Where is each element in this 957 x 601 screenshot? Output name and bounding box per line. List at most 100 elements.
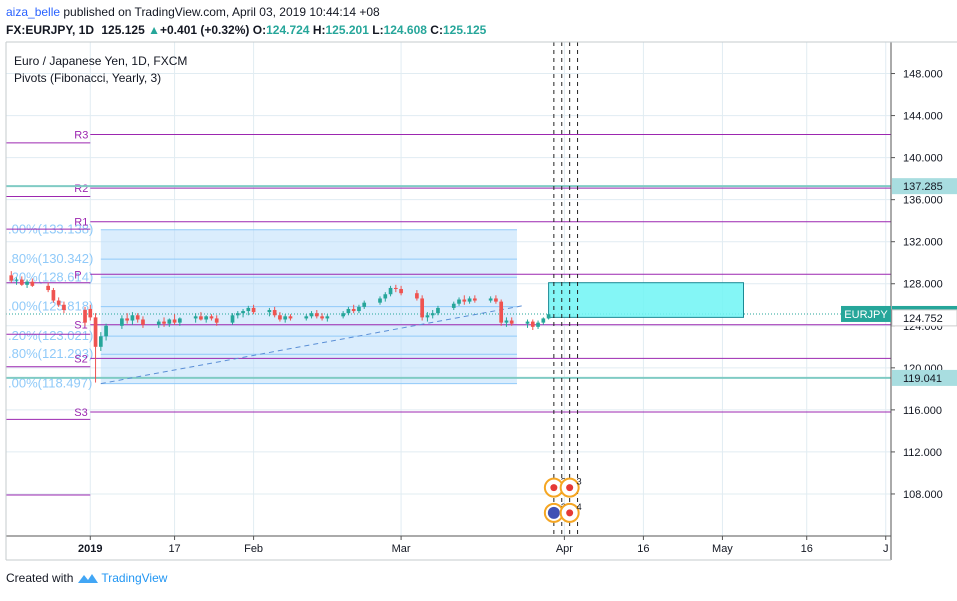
candle-body bbox=[141, 319, 145, 325]
candle-body bbox=[204, 316, 209, 320]
candle-body bbox=[104, 325, 108, 337]
tradingview-logo-icon bbox=[78, 574, 99, 583]
y-tick-label: 108.000 bbox=[903, 489, 943, 501]
fib-level-label: .00%(118.497) bbox=[8, 376, 92, 391]
eu-flag-icon bbox=[547, 506, 560, 519]
candle-body bbox=[525, 321, 530, 324]
fib-level-label: .80%(130.342) bbox=[8, 251, 93, 266]
candle-body bbox=[378, 298, 382, 303]
y-tick-label: 140.000 bbox=[903, 153, 943, 165]
candle-body bbox=[88, 308, 93, 318]
price-label-text: 124.752 bbox=[903, 313, 943, 325]
candle-body bbox=[388, 287, 393, 295]
candle-body bbox=[272, 310, 277, 316]
last-price: 125.125 bbox=[101, 23, 145, 37]
tradingview-brand[interactable]: TradingView bbox=[101, 571, 168, 585]
candle-body bbox=[25, 281, 29, 285]
candle-body bbox=[541, 318, 546, 323]
chart-legend: Euro / Japanese Yen, 1D, FXCM Pivots (Fi… bbox=[14, 54, 187, 85]
candles bbox=[9, 271, 551, 383]
x-tick-label: 16 bbox=[801, 543, 813, 555]
fib-level-label: .20%(123.021) bbox=[8, 328, 93, 343]
candle-body bbox=[462, 299, 467, 302]
y-tick-label: 116.000 bbox=[903, 405, 942, 417]
candle-body bbox=[14, 279, 19, 281]
candle-body bbox=[156, 321, 161, 325]
candle-body bbox=[162, 321, 166, 324]
candle-body bbox=[415, 293, 419, 299]
candle-body bbox=[172, 319, 177, 323]
candle-body bbox=[267, 310, 272, 313]
y-tick-label: 136.000 bbox=[903, 195, 943, 207]
candle-body bbox=[283, 316, 288, 320]
candle-body bbox=[499, 301, 504, 323]
pivot-label: R2 bbox=[74, 183, 88, 195]
candle-body bbox=[488, 298, 493, 301]
low-value: 124.608 bbox=[383, 23, 427, 37]
price-label-text: 119.041 bbox=[903, 373, 942, 385]
x-tick-label: Apr bbox=[556, 543, 573, 555]
x-tick-label: 17 bbox=[168, 543, 180, 555]
high-value: 125.201 bbox=[325, 23, 369, 37]
candle-body bbox=[314, 313, 319, 317]
open-value: 124.724 bbox=[266, 23, 310, 37]
candle-body bbox=[341, 313, 345, 317]
event-count: 3 bbox=[577, 477, 582, 487]
x-tick-label: 16 bbox=[637, 543, 649, 555]
candle-body bbox=[346, 308, 351, 314]
candle-body bbox=[536, 322, 540, 327]
candle-body bbox=[362, 302, 367, 307]
candle-body bbox=[278, 315, 282, 320]
y-tick-label: 144.000 bbox=[903, 111, 943, 123]
candle-body bbox=[214, 318, 219, 323]
legend-title: Euro / Japanese Yen, 1D, FXCM bbox=[14, 54, 187, 68]
fib-level-label: .00%(125.818) bbox=[8, 299, 93, 314]
candle-body bbox=[193, 316, 198, 319]
candle-body bbox=[46, 285, 50, 291]
candle-body bbox=[241, 311, 245, 314]
x-tick-label: Mar bbox=[392, 543, 411, 555]
candle-body bbox=[509, 320, 514, 324]
candle-body bbox=[436, 307, 440, 314]
horizontal-lines[interactable] bbox=[6, 185, 891, 379]
candle-body bbox=[83, 310, 87, 323]
fib-level-label: .80%(121.293) bbox=[8, 346, 93, 361]
price-label-box bbox=[892, 178, 957, 195]
candle-body bbox=[504, 320, 509, 323]
rectangle-shape bbox=[548, 282, 745, 318]
up-arrow-icon: ▲ bbox=[148, 23, 160, 37]
vertical-lines[interactable] bbox=[553, 42, 579, 536]
y-tick-label: 112.000 bbox=[903, 447, 942, 459]
footer: Created with TradingView bbox=[6, 571, 167, 585]
symbol-tag-box bbox=[841, 305, 891, 322]
candle-body bbox=[351, 308, 356, 312]
candle-body bbox=[546, 314, 551, 319]
candle-body bbox=[399, 289, 403, 294]
pivot-label: R1 bbox=[74, 217, 88, 229]
candle-body bbox=[320, 316, 324, 319]
publish-text: published on TradingView.com, April 03, … bbox=[60, 5, 380, 19]
ohlc-line: FX:EURJPY, 1D 125.125 ▲+0.401 (+0.32%) O… bbox=[6, 23, 486, 37]
created-with-text: Created with bbox=[6, 571, 74, 585]
candle-body bbox=[309, 313, 314, 317]
event-markers[interactable]: 3334 bbox=[543, 477, 582, 523]
jp-flag-icon bbox=[566, 484, 574, 492]
candle-body bbox=[125, 318, 130, 321]
fib-level-label: .20%(128.614) bbox=[8, 269, 93, 284]
candle-body bbox=[383, 294, 388, 299]
x-tick-label: J bbox=[883, 543, 889, 555]
candle-body bbox=[325, 316, 330, 319]
pivot-label: S2 bbox=[74, 353, 87, 365]
pivot-label: S1 bbox=[74, 320, 87, 332]
pivot-label: S3 bbox=[74, 407, 87, 419]
y-tick-label: 148.000 bbox=[903, 69, 943, 81]
author-link[interactable]: aiza_belle bbox=[6, 5, 61, 19]
price-label-box bbox=[891, 309, 957, 327]
rectangle-drawing[interactable] bbox=[548, 282, 745, 318]
candle-body bbox=[177, 318, 182, 323]
pivot-levels: R3 R2 R1 P S1 S2 S3 bbox=[6, 129, 891, 496]
candle-body bbox=[9, 275, 14, 281]
